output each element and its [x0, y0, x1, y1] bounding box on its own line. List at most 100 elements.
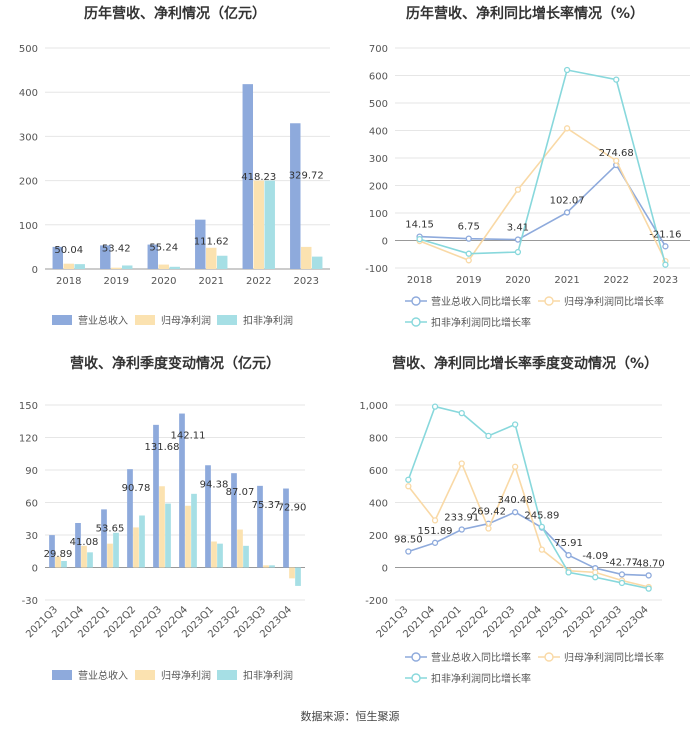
- bar: [75, 522, 81, 568]
- y-tick-label: 120: [19, 434, 38, 445]
- data-label: -21.16: [649, 229, 681, 240]
- legend-label: 扣非净利润同比增长率: [431, 316, 531, 329]
- y-tick-label: 1,000: [359, 401, 388, 412]
- x-tick-label: 2018: [56, 276, 81, 287]
- bar: [111, 267, 122, 269]
- legend-label: 归母净利润: [161, 314, 211, 327]
- data-label: 3.41: [507, 223, 529, 234]
- data-label: 29.89: [44, 549, 73, 560]
- x-tick-label: 2021: [199, 276, 224, 287]
- bar: [237, 529, 243, 568]
- data-label: 151.89: [418, 526, 453, 537]
- series-line: [419, 69, 667, 265]
- series-point: [431, 517, 439, 524]
- bar: [311, 256, 323, 269]
- bar: [165, 503, 171, 568]
- data-label: 50.04: [54, 245, 83, 256]
- series-point: [514, 236, 522, 243]
- series-point: [485, 525, 492, 532]
- y-tick-label: 90: [25, 466, 38, 477]
- bar: [159, 486, 165, 568]
- bar: [243, 545, 249, 568]
- series-point: [645, 572, 652, 579]
- legend-label: 扣非净利润: [243, 669, 293, 682]
- bar: [253, 180, 264, 269]
- data-label: 102.07: [550, 195, 585, 206]
- series-point: [563, 209, 571, 216]
- series-line: [407, 405, 649, 590]
- x-tick-label: 2020: [151, 276, 176, 287]
- data-label: 14.15: [405, 220, 434, 231]
- bar: [107, 543, 113, 568]
- chart-title: 历年营收、净利同比增长率情况（%）: [406, 5, 644, 22]
- bar: [283, 488, 289, 568]
- y-tick-label: 800: [369, 434, 388, 445]
- series-point: [514, 186, 522, 193]
- x-tick-label: 2023: [294, 276, 319, 287]
- series-point: [662, 261, 669, 268]
- data-label: 245.89: [524, 511, 559, 522]
- data-label: 233.91: [444, 512, 479, 523]
- series-point: [618, 571, 626, 578]
- x-tick-label: 2021: [554, 275, 579, 286]
- legend-swatch: [544, 652, 554, 662]
- series-line: [407, 461, 649, 588]
- data-label: 329.72: [289, 170, 324, 181]
- data-label: 75.37: [252, 500, 281, 511]
- y-tick-label: 300: [369, 154, 388, 165]
- bar: [55, 556, 61, 568]
- y-tick-label: 0: [382, 237, 388, 248]
- data-label: 274.68: [599, 148, 634, 159]
- x-tick-label: 2019: [104, 276, 129, 287]
- legend-label: 营业总收入同比增长率: [431, 651, 531, 664]
- series-point: [565, 552, 572, 559]
- bar: [61, 561, 67, 568]
- bar: [133, 527, 139, 568]
- series-point: [662, 243, 669, 250]
- bar: [269, 565, 275, 568]
- y-tick-label: 500: [369, 99, 388, 110]
- series-point: [514, 248, 522, 256]
- y-tick-label: 400: [19, 88, 38, 99]
- data-label: 340.48: [498, 495, 533, 506]
- data-label: 72.90: [278, 503, 307, 514]
- data-label: 142.11: [171, 431, 206, 442]
- data-label: 6.75: [458, 222, 480, 233]
- bar: [290, 123, 301, 269]
- bar: [153, 424, 159, 568]
- bar: [295, 567, 301, 586]
- data-label: 75.91: [554, 538, 583, 549]
- chart-annual-growth-rate: 历年营收、净利同比增长率情况（%） -100 0 100 200 300 400 500 600…: [365, 5, 690, 329]
- legend-label: 归母净利润: [161, 669, 211, 682]
- legend-label: 扣非净利润: [243, 314, 293, 327]
- bar: [87, 552, 93, 568]
- y-tick-label: 300: [19, 132, 38, 143]
- data-label: 98.50: [394, 534, 423, 545]
- y-tick-label: -30: [22, 596, 38, 607]
- chart-title: 营收、净利季度变动情况（亿元）: [70, 355, 280, 372]
- data-label: 53.42: [102, 243, 131, 254]
- legend-label: 归母净利润同比增长率: [564, 295, 664, 308]
- x-tick-label: 2022: [246, 276, 271, 287]
- series-point: [458, 460, 465, 467]
- bar: [216, 255, 228, 269]
- y-tick-label: 500: [19, 44, 38, 55]
- series-point: [416, 235, 423, 243]
- bar: [205, 465, 211, 568]
- bar: [211, 541, 217, 568]
- y-tick-label: 100: [369, 209, 388, 220]
- series-point: [538, 523, 546, 531]
- y-tick-label: 400: [369, 127, 388, 138]
- legend-swatch: [217, 670, 237, 680]
- bar: [264, 180, 275, 269]
- x-tick-label: 2019: [456, 275, 481, 286]
- bar: [231, 473, 237, 568]
- chart-quarterly-growth-rate: 营收、净利同比增长率季度变动情况（%） -200 0 200 400 600 800 1,00…: [359, 355, 664, 685]
- series-point: [405, 548, 412, 555]
- bar: [289, 567, 295, 579]
- bar: [217, 543, 223, 568]
- bar: [74, 264, 85, 269]
- bar: [147, 244, 159, 269]
- data-label: 269.42: [471, 507, 506, 518]
- series-point: [511, 463, 519, 470]
